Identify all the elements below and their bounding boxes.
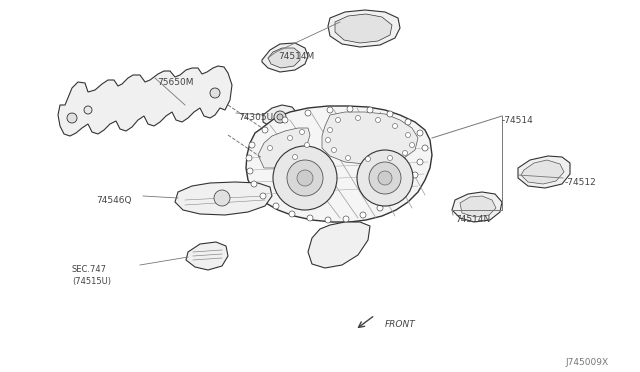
Circle shape <box>246 155 252 161</box>
Polygon shape <box>58 66 232 136</box>
Circle shape <box>210 88 220 98</box>
Circle shape <box>412 172 418 178</box>
Circle shape <box>422 145 428 151</box>
Circle shape <box>214 190 230 206</box>
Circle shape <box>347 106 353 112</box>
Circle shape <box>273 203 279 209</box>
Circle shape <box>367 107 373 113</box>
Circle shape <box>378 171 392 185</box>
Circle shape <box>292 154 298 160</box>
Circle shape <box>387 111 393 117</box>
Polygon shape <box>246 106 432 222</box>
Circle shape <box>67 113 77 123</box>
Polygon shape <box>328 10 400 47</box>
Text: 75650M: 75650M <box>157 78 193 87</box>
Circle shape <box>274 111 286 123</box>
Text: SEC.747: SEC.747 <box>72 265 107 274</box>
Circle shape <box>249 142 255 148</box>
Text: J745009X: J745009X <box>565 358 608 367</box>
Circle shape <box>305 110 311 116</box>
Text: -74514: -74514 <box>502 116 534 125</box>
Circle shape <box>277 114 283 120</box>
Polygon shape <box>335 14 392 43</box>
Text: FRONT: FRONT <box>385 320 416 329</box>
Circle shape <box>403 185 409 191</box>
Text: (74515U): (74515U) <box>72 277 111 286</box>
Polygon shape <box>263 105 298 130</box>
Circle shape <box>335 118 340 122</box>
Circle shape <box>273 146 337 210</box>
Circle shape <box>417 159 423 165</box>
Circle shape <box>262 127 268 133</box>
Circle shape <box>289 211 295 217</box>
Circle shape <box>287 135 292 141</box>
Circle shape <box>326 138 330 142</box>
Circle shape <box>346 155 351 160</box>
Circle shape <box>328 128 333 132</box>
Polygon shape <box>521 160 564 184</box>
Circle shape <box>327 107 333 113</box>
Polygon shape <box>175 182 272 215</box>
Circle shape <box>297 170 313 186</box>
Text: 74305U: 74305U <box>238 113 273 122</box>
Circle shape <box>282 117 288 123</box>
Text: -74512: -74512 <box>565 178 596 187</box>
Text: 74514N: 74514N <box>455 215 490 224</box>
Circle shape <box>355 115 360 121</box>
Polygon shape <box>268 48 300 68</box>
Text: 74546Q: 74546Q <box>96 196 131 205</box>
Circle shape <box>307 215 313 221</box>
Circle shape <box>392 195 398 201</box>
Polygon shape <box>452 192 502 222</box>
Circle shape <box>365 157 371 161</box>
Circle shape <box>260 193 266 199</box>
Circle shape <box>325 217 331 223</box>
Circle shape <box>251 181 257 187</box>
Circle shape <box>84 106 92 114</box>
Polygon shape <box>308 222 370 268</box>
Circle shape <box>377 205 383 211</box>
Polygon shape <box>186 242 228 270</box>
Circle shape <box>268 145 273 151</box>
Polygon shape <box>460 196 496 217</box>
Circle shape <box>369 162 401 194</box>
Circle shape <box>410 142 415 148</box>
Circle shape <box>405 119 411 125</box>
Circle shape <box>287 160 323 196</box>
Circle shape <box>387 155 392 160</box>
Circle shape <box>403 151 408 155</box>
Circle shape <box>406 132 410 138</box>
Polygon shape <box>518 156 570 188</box>
Text: 74514M: 74514M <box>278 52 314 61</box>
Polygon shape <box>322 112 418 164</box>
Circle shape <box>332 148 337 153</box>
Circle shape <box>247 168 253 174</box>
Circle shape <box>417 130 423 136</box>
Circle shape <box>392 124 397 128</box>
Circle shape <box>376 118 381 122</box>
Circle shape <box>360 212 366 218</box>
Polygon shape <box>262 43 308 72</box>
Circle shape <box>305 142 310 148</box>
Circle shape <box>357 150 413 206</box>
Circle shape <box>300 129 305 135</box>
Polygon shape <box>258 128 310 168</box>
Circle shape <box>343 216 349 222</box>
